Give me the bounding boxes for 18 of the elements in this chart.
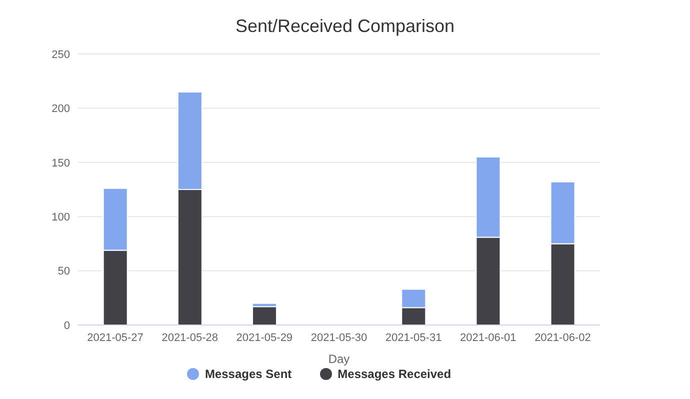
y-tick-label: 0 [64, 320, 70, 332]
x-tick-label: 2021-05-30 [310, 332, 368, 344]
bar [252, 306, 277, 325]
x-tick-label: 2021-05-27 [87, 332, 144, 344]
x-tick-label: 2021-05-28 [162, 332, 218, 344]
y-tick-label: 150 [52, 157, 70, 170]
chart-title: Sent/Received Comparison [234, 15, 456, 38]
y-tick-label: 100 [52, 212, 70, 224]
x-tick-label: 2021-05-31 [385, 332, 442, 344]
x-tick-label: 2021-06-02 [534, 332, 591, 344]
legend-label: Messages Sent [204, 367, 292, 381]
legend-label: Messages Received [336, 367, 452, 381]
y-tick-label: 250 [52, 48, 70, 61]
y-tick-label: 50 [58, 266, 70, 278]
x-tick-label: 2021-06-01 [460, 332, 516, 344]
x-tick-label: 2021-05-29 [236, 332, 293, 344]
y-tick-label: 200 [52, 103, 70, 116]
x-axis-title: Day [328, 352, 350, 366]
